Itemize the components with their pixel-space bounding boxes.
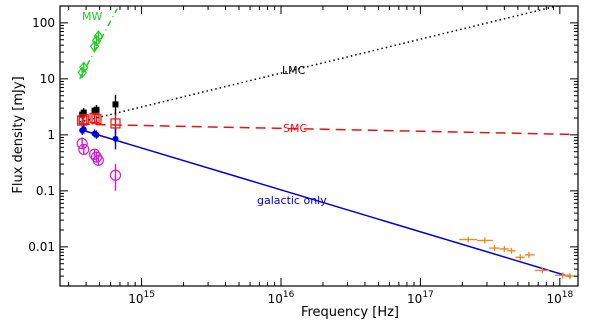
x-tick-label: 1016 [268,290,295,306]
series-4-point-5-marker [112,135,119,142]
series-3-point-3-marker [89,112,100,124]
series-label-lmc: LMC [282,64,306,77]
series-5-point-1 [76,137,88,150]
series-5-point-5 [92,154,104,166]
series-3-point-2 [78,114,89,125]
y-tick-label: 0.1 [36,184,55,198]
series-4-point-4-marker [93,131,100,138]
series-4-point-4 [93,130,100,139]
series-5-point-1-marker [76,137,88,150]
y-tick-label: 1 [47,128,55,142]
series-6-point-6 [515,254,525,261]
series-label-smc: SMC [283,122,307,135]
series-4-point-2-marker [80,126,87,133]
series-1-point-5-marker [93,30,104,43]
y-tick-label: 0.01 [28,240,55,254]
series-3-point-5-marker [110,118,121,129]
series-2-point-5-marker [112,101,119,108]
series-2-point-2-marker [80,109,87,116]
series-3-point-4-marker [91,114,102,125]
series-5-point-6 [109,164,122,191]
series-label-galactic-only: galactic only [257,194,327,207]
series-1-point-2 [79,61,89,74]
series-6-point-8 [534,267,550,274]
x-tick-label: 1018 [546,290,573,306]
series-2-point-4-marker [93,106,100,113]
series-4-point-5 [112,128,119,150]
x-axis-label: Frequency [Hz] [301,305,399,320]
series-3-point-2-marker [78,114,89,125]
series-1-point-2-marker [79,61,89,74]
series-2-point-5 [112,94,119,116]
x-tick-label: 1015 [128,290,155,306]
series-6-point-9 [554,272,571,279]
y-tick-label: 10 [40,72,55,86]
series-3-point-1-marker [77,115,88,126]
model-line-lmc [79,6,561,123]
series-5-point-2-marker [78,143,90,155]
series-5-point-6-marker [109,169,122,181]
series-1-point-1 [77,66,87,79]
series-4-point-2 [80,124,87,134]
model-line-galactic-only [79,128,572,278]
y-tick-label: 100 [32,16,55,30]
series-3-point-4 [91,114,102,125]
series-3-point-3 [89,112,100,124]
plot-frame [59,5,579,287]
series-5-point-3-marker [88,148,101,160]
series-label-mw: MW [82,10,102,23]
model-line-smc [79,123,571,136]
series-6-point-5 [507,247,516,254]
series-6-point-1 [459,236,478,243]
series-1-point-4-marker [91,34,102,47]
series-5-point-2 [78,143,90,155]
series-6-point-2 [477,237,493,244]
series-1-point-5 [93,30,104,43]
series-6-point-3 [488,245,500,252]
x-tick-label: 1017 [407,290,434,306]
series-6-point-7 [524,251,535,258]
series-6-point-4 [499,245,509,252]
y-axis-label: Flux density [mJy] [11,76,26,193]
series-5-point-5-marker [92,154,104,166]
